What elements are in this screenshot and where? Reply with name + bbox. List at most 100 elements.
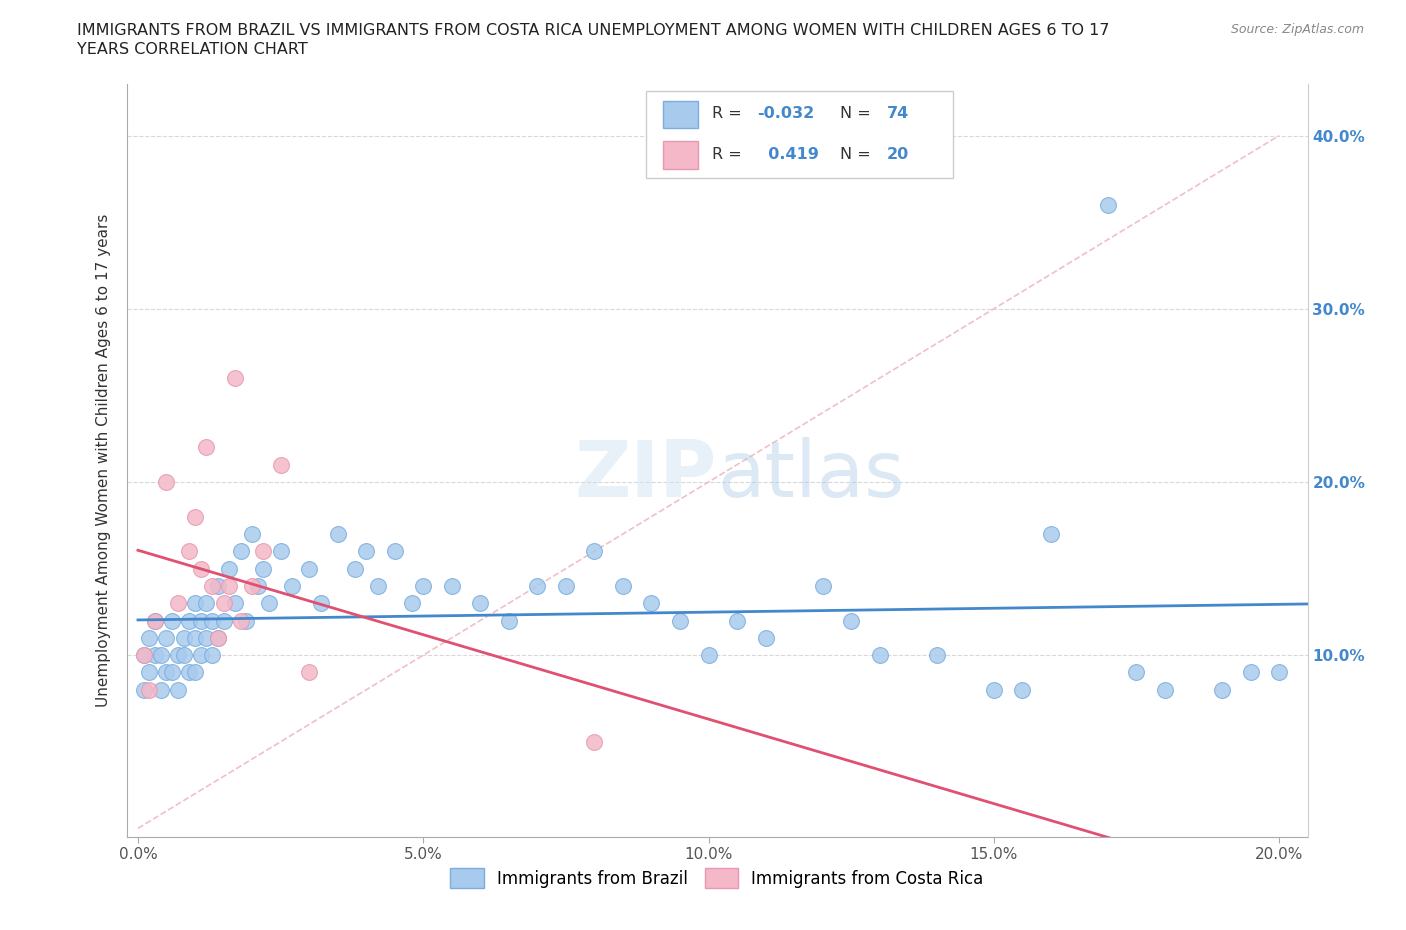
- Point: [240, 578, 263, 593]
- Point: [839, 613, 862, 628]
- Point: [1125, 665, 1147, 680]
- Point: [257, 596, 280, 611]
- Point: [173, 647, 195, 662]
- Point: [754, 631, 776, 645]
- Point: [155, 474, 177, 489]
- Point: [218, 578, 240, 593]
- Point: [354, 544, 377, 559]
- Point: [143, 647, 166, 662]
- Point: [1268, 665, 1291, 680]
- Point: [132, 647, 155, 662]
- Point: [184, 665, 207, 680]
- Point: [1039, 526, 1062, 541]
- Point: [184, 631, 207, 645]
- Point: [384, 544, 406, 559]
- Point: [184, 510, 207, 525]
- Point: [207, 631, 229, 645]
- Point: [298, 561, 321, 576]
- Point: [240, 526, 263, 541]
- Point: [138, 683, 160, 698]
- Point: [869, 647, 891, 662]
- Point: [401, 596, 423, 611]
- Point: [190, 613, 212, 628]
- Point: [669, 613, 692, 628]
- Point: [224, 596, 246, 611]
- Point: [201, 578, 224, 593]
- Point: [149, 683, 172, 698]
- Text: 20: 20: [887, 147, 910, 162]
- Point: [195, 596, 218, 611]
- Point: [526, 578, 548, 593]
- Point: [412, 578, 434, 593]
- Point: [173, 631, 195, 645]
- Point: [132, 647, 155, 662]
- Point: [160, 613, 183, 628]
- Point: [983, 683, 1005, 698]
- Bar: [662, 141, 699, 169]
- Point: [184, 596, 207, 611]
- Point: [640, 596, 662, 611]
- Point: [132, 683, 155, 698]
- Point: [554, 578, 576, 593]
- Point: [925, 647, 948, 662]
- Point: [1211, 683, 1233, 698]
- Point: [367, 578, 389, 593]
- Text: ZIP: ZIP: [575, 437, 717, 513]
- Point: [1239, 665, 1261, 680]
- Text: N =: N =: [839, 147, 876, 162]
- Point: [326, 526, 349, 541]
- Point: [195, 440, 218, 455]
- Point: [212, 613, 235, 628]
- Point: [167, 596, 190, 611]
- Text: 74: 74: [887, 106, 910, 121]
- Point: [229, 544, 252, 559]
- Bar: [662, 100, 699, 128]
- Point: [207, 631, 229, 645]
- Point: [149, 647, 172, 662]
- Point: [138, 665, 160, 680]
- Point: [235, 613, 257, 628]
- Point: [155, 631, 177, 645]
- Text: R =: R =: [713, 106, 747, 121]
- Point: [224, 371, 246, 386]
- Legend: Immigrants from Brazil, Immigrants from Costa Rica: Immigrants from Brazil, Immigrants from …: [446, 863, 988, 893]
- Text: N =: N =: [839, 106, 876, 121]
- Point: [218, 561, 240, 576]
- Point: [212, 596, 235, 611]
- Point: [246, 578, 269, 593]
- Point: [167, 647, 190, 662]
- Point: [167, 683, 190, 698]
- Point: [179, 544, 201, 559]
- Point: [195, 631, 218, 645]
- Point: [270, 458, 292, 472]
- Point: [201, 613, 224, 628]
- Text: R =: R =: [713, 147, 747, 162]
- Text: 0.419: 0.419: [758, 147, 820, 162]
- Point: [252, 544, 274, 559]
- Point: [201, 647, 224, 662]
- Point: [612, 578, 634, 593]
- Point: [229, 613, 252, 628]
- Point: [207, 578, 229, 593]
- Point: [179, 665, 201, 680]
- Point: [160, 665, 183, 680]
- Point: [252, 561, 274, 576]
- Point: [281, 578, 304, 593]
- Point: [1011, 683, 1033, 698]
- Point: [270, 544, 292, 559]
- Point: [309, 596, 332, 611]
- FancyBboxPatch shape: [647, 91, 953, 178]
- Point: [583, 544, 606, 559]
- Point: [697, 647, 720, 662]
- Point: [440, 578, 463, 593]
- Point: [143, 613, 166, 628]
- Point: [343, 561, 366, 576]
- Point: [179, 613, 201, 628]
- Point: [1154, 683, 1177, 698]
- Point: [190, 561, 212, 576]
- Point: [811, 578, 834, 593]
- Point: [190, 647, 212, 662]
- Point: [470, 596, 492, 611]
- Text: IMMIGRANTS FROM BRAZIL VS IMMIGRANTS FROM COSTA RICA UNEMPLOYMENT AMONG WOMEN WI: IMMIGRANTS FROM BRAZIL VS IMMIGRANTS FRO…: [77, 23, 1109, 38]
- Point: [298, 665, 321, 680]
